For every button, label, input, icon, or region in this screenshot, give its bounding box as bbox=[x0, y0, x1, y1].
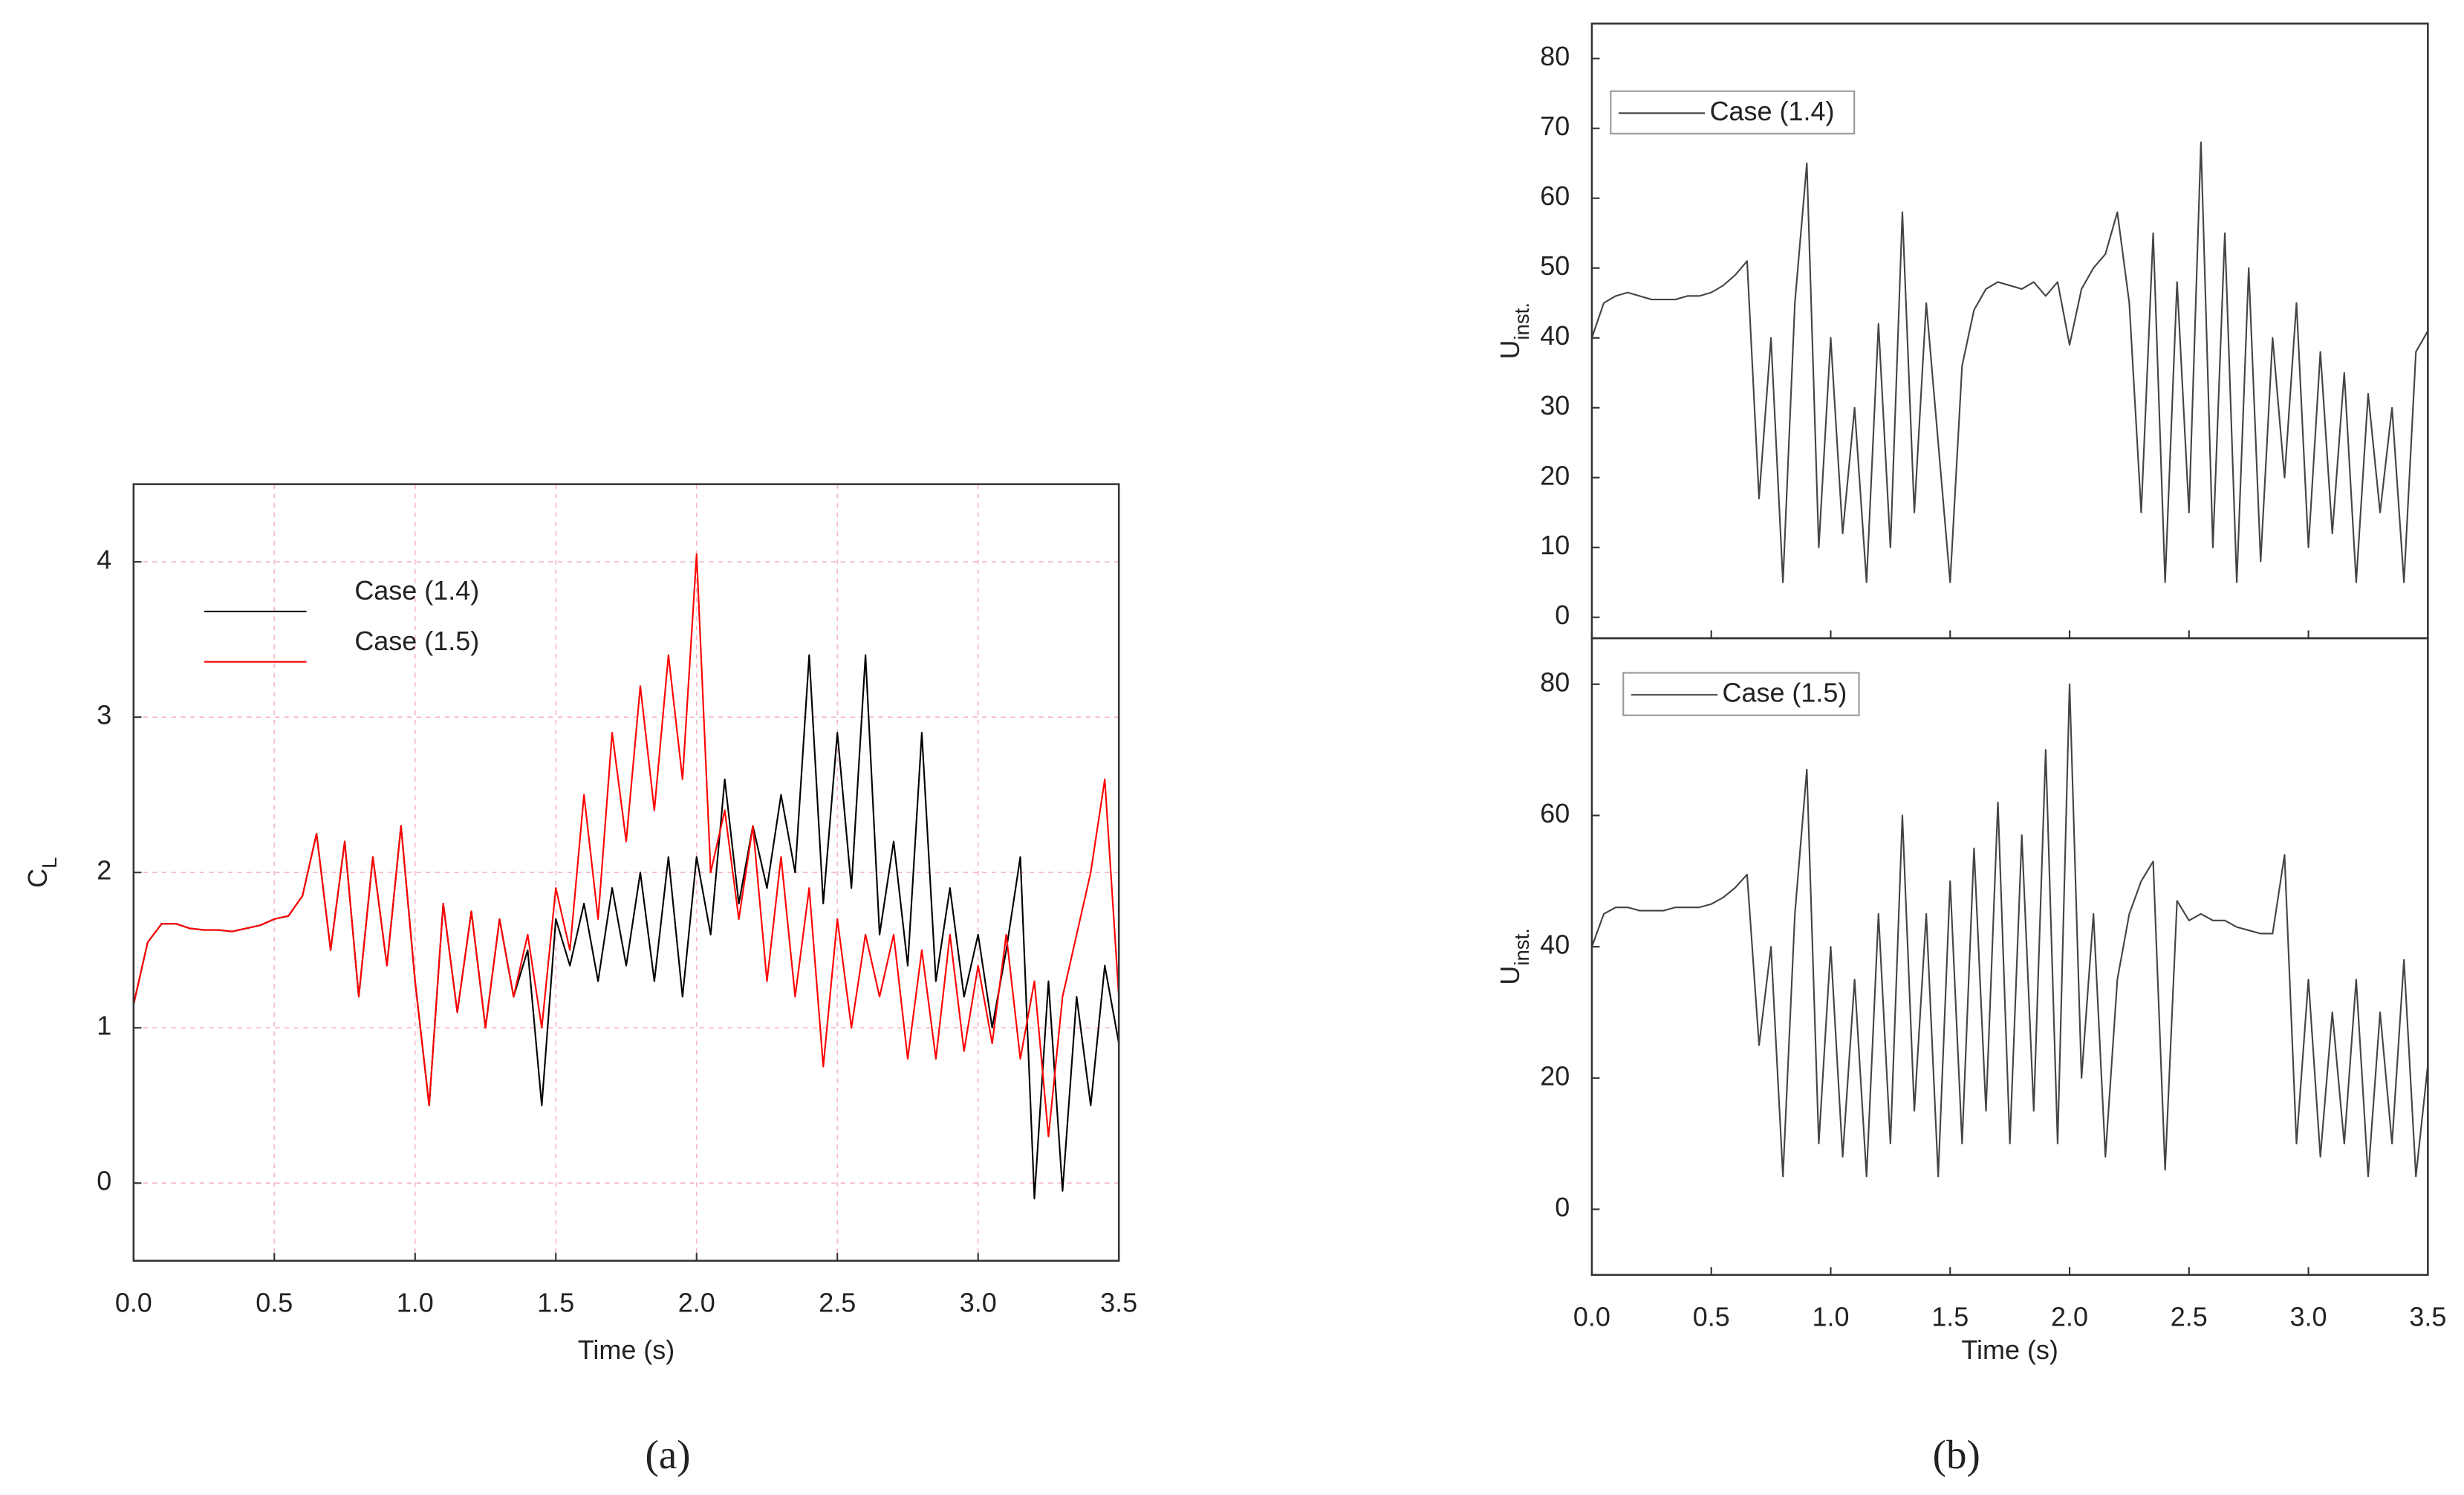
y-tick-label: 60 bbox=[1540, 798, 1570, 828]
caption: (b) bbox=[1933, 1432, 1980, 1477]
y-axis-title-main: C bbox=[22, 869, 52, 888]
x-tick-label: 0.0 bbox=[1573, 1302, 1610, 1332]
plot-frame bbox=[132, 483, 1120, 1262]
x-tick-label: 2.0 bbox=[678, 1288, 715, 1318]
y-axis-title: Uinst. bbox=[1495, 302, 1533, 359]
x-tick-label: 1.0 bbox=[1812, 1302, 1849, 1332]
caption: (a) bbox=[646, 1432, 691, 1477]
legend-label: Case (1.5) bbox=[354, 626, 479, 656]
x-tick-label: 2.5 bbox=[2171, 1302, 2208, 1332]
x-tick-label: 0.5 bbox=[256, 1288, 293, 1318]
y-tick-label: 60 bbox=[1540, 181, 1570, 211]
y-axis-title-main: U bbox=[1495, 966, 1525, 985]
x-axis-title: Time (s) bbox=[578, 1335, 674, 1365]
y-tick-label: 40 bbox=[1540, 930, 1570, 960]
x-axis-title: Time (s) bbox=[1961, 1335, 2058, 1365]
y-tick-label: 70 bbox=[1540, 111, 1570, 141]
x-tick-label: 2.5 bbox=[819, 1288, 856, 1318]
y-tick-label: 20 bbox=[1540, 1060, 1570, 1091]
y-tick-label: 80 bbox=[1540, 667, 1570, 697]
y-tick-label: 1 bbox=[97, 1011, 111, 1041]
y-tick-label: 10 bbox=[1540, 530, 1570, 560]
y-tick-label: 0 bbox=[97, 1166, 111, 1196]
x-tick-label: 1.5 bbox=[1931, 1302, 1969, 1332]
data-line bbox=[1590, 683, 2429, 1178]
y-tick-label: 0 bbox=[1555, 1192, 1570, 1222]
x-tick-label: 1.0 bbox=[397, 1288, 434, 1318]
legend-label: Case (1.4) bbox=[1710, 96, 1835, 126]
legend-label: Case (1.4) bbox=[354, 575, 479, 606]
y-tick-label: 80 bbox=[1540, 41, 1570, 71]
x-tick-label: 2.0 bbox=[2051, 1302, 2088, 1332]
x-tick-label: 3.5 bbox=[2409, 1302, 2446, 1332]
y-axis-title-main: U bbox=[1495, 340, 1525, 360]
x-tick-label: 0.5 bbox=[1693, 1302, 1730, 1332]
data-line bbox=[1590, 141, 2429, 583]
x-tick-label: 0.0 bbox=[115, 1288, 152, 1318]
y-axis-title-sub: inst. bbox=[1510, 928, 1533, 965]
x-tick-label: 3.0 bbox=[960, 1288, 997, 1318]
y-axis-title-sub: inst. bbox=[1510, 302, 1533, 340]
x-tick-label: 3.5 bbox=[1100, 1288, 1137, 1318]
y-tick-label: 4 bbox=[97, 545, 111, 575]
legend-label: Case (1.5) bbox=[1723, 678, 1847, 708]
y-tick-label: 3 bbox=[97, 700, 111, 730]
data-line bbox=[132, 553, 1120, 1138]
y-axis-title: CL bbox=[22, 857, 60, 888]
y-tick-label: 30 bbox=[1540, 390, 1570, 421]
plot-frame bbox=[1590, 637, 2429, 1277]
y-tick-label: 20 bbox=[1540, 460, 1570, 490]
y-axis-title-sub: L bbox=[38, 857, 61, 869]
y-axis-title: Uinst. bbox=[1495, 928, 1533, 985]
x-tick-label: 1.5 bbox=[537, 1288, 574, 1318]
y-tick-label: 0 bbox=[1555, 600, 1570, 630]
y-tick-label: 50 bbox=[1540, 250, 1570, 281]
y-tick-label: 2 bbox=[97, 855, 111, 886]
x-tick-label: 3.0 bbox=[2290, 1302, 2327, 1332]
y-tick-label: 40 bbox=[1540, 320, 1570, 351]
